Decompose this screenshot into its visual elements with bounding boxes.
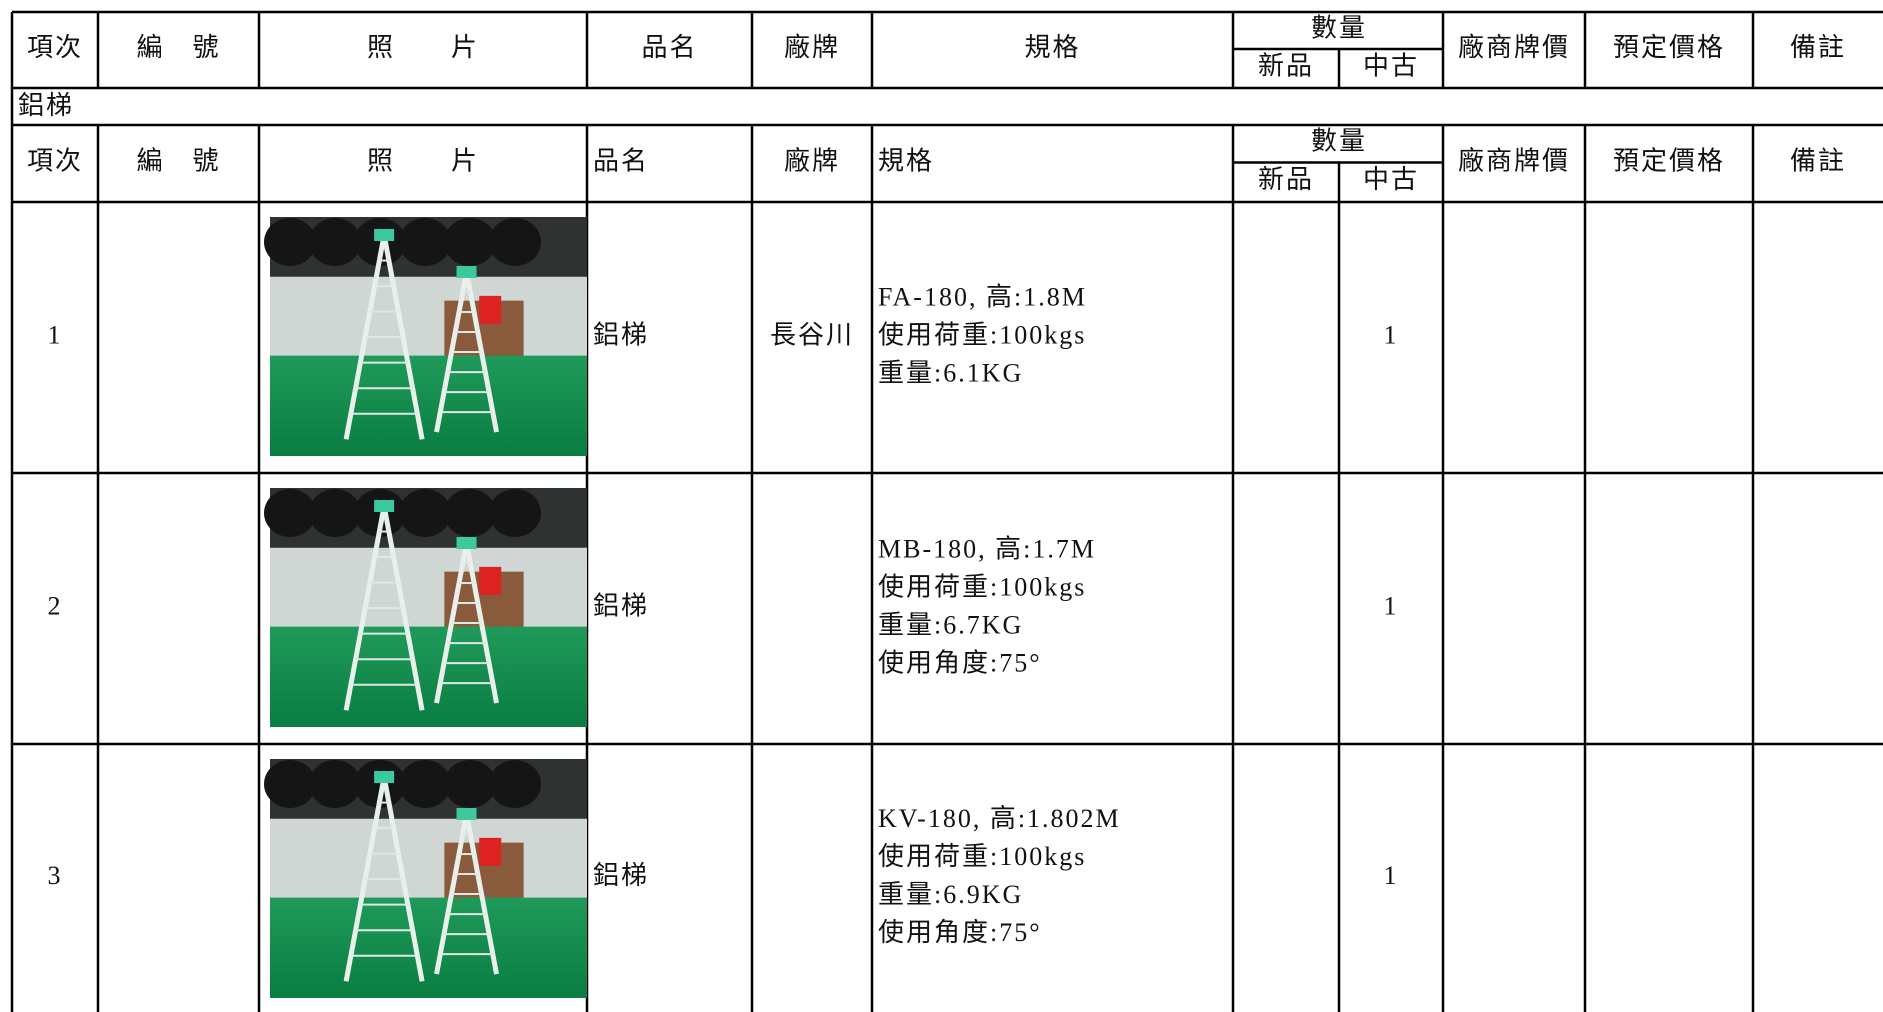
- spec-line: 使用荷重:100kgs: [878, 572, 1086, 601]
- bag: [309, 489, 361, 537]
- ladder-top: [456, 266, 477, 278]
- header-cell: 廠商牌價: [1458, 146, 1570, 175]
- bag: [309, 760, 361, 808]
- floor: [270, 897, 587, 998]
- header-cell: 數量: [1311, 13, 1367, 42]
- header-cell: 編 號: [136, 33, 220, 62]
- qty-used: 1: [1384, 320, 1399, 349]
- header-cell: 編 號: [136, 146, 220, 175]
- spec-line: 重量:6.9KG: [878, 880, 1023, 909]
- header-cell: 品名: [593, 146, 649, 175]
- item-name: 鋁梯: [593, 591, 649, 620]
- bag: [264, 489, 316, 537]
- ladder-top: [456, 808, 477, 820]
- red-sign: [479, 566, 502, 595]
- section-title: 鋁梯: [18, 91, 74, 120]
- spec-line: 重量:6.7KG: [878, 610, 1023, 639]
- item-number: 3: [48, 861, 63, 890]
- ladder-top: [456, 537, 477, 549]
- bag: [264, 760, 316, 808]
- bag: [264, 218, 316, 266]
- header-cell: 品名: [641, 33, 697, 62]
- header-cell: 數量: [1311, 127, 1367, 156]
- header-cell: 新品: [1258, 51, 1314, 80]
- header-cell: 廠牌: [784, 146, 840, 175]
- spec-line: 使用荷重:100kgs: [878, 842, 1086, 871]
- header-cell: 廠商牌價: [1458, 33, 1570, 62]
- header-cell: 照 片: [367, 33, 479, 62]
- photo-wall: [270, 547, 587, 632]
- qty-used: 1: [1384, 861, 1399, 890]
- item-name: 鋁梯: [593, 320, 649, 349]
- brand: 長谷川: [770, 320, 854, 349]
- floor: [270, 355, 587, 456]
- bag: [489, 760, 541, 808]
- bag: [444, 218, 496, 266]
- item-name: 鋁梯: [593, 861, 649, 890]
- bag: [399, 760, 451, 808]
- header-cell: 規格: [1024, 33, 1080, 62]
- photo-wall: [270, 276, 587, 361]
- header-cell: 備註: [1790, 146, 1846, 175]
- ladder-top: [374, 500, 395, 512]
- bag: [309, 218, 361, 266]
- spec-line: FA-180, 高:1.8M: [878, 282, 1087, 311]
- header-cell: 新品: [1258, 165, 1314, 194]
- header-cell: 中古: [1363, 51, 1419, 80]
- bag: [444, 760, 496, 808]
- photo-wall: [270, 818, 587, 903]
- item-number: 1: [48, 320, 63, 349]
- photo: [264, 217, 587, 456]
- spec-line: 使用角度:75°: [878, 918, 1042, 947]
- header-cell: 備註: [1790, 33, 1846, 62]
- header-cell: 項次: [27, 146, 83, 175]
- spec-line: 使用角度:75°: [878, 648, 1042, 677]
- header-cell: 預定價格: [1613, 33, 1725, 62]
- header-cell: 照 片: [367, 146, 479, 175]
- bag: [489, 218, 541, 266]
- bag: [399, 218, 451, 266]
- red-sign: [479, 837, 502, 866]
- spec-line: 使用荷重:100kgs: [878, 320, 1086, 349]
- bag: [444, 489, 496, 537]
- photo: [264, 488, 587, 727]
- header-cell: 預定價格: [1613, 146, 1725, 175]
- header-cell: 中古: [1363, 165, 1419, 194]
- ladder-top: [374, 229, 395, 241]
- header-cell: 規格: [878, 146, 934, 175]
- floor: [270, 626, 587, 727]
- header-cell: 廠牌: [784, 33, 840, 62]
- photo: [264, 759, 587, 998]
- header-cell: 項次: [27, 33, 83, 62]
- spec-line: MB-180, 高:1.7M: [878, 534, 1096, 563]
- spec-line: 重量:6.1KG: [878, 358, 1023, 387]
- bag: [399, 489, 451, 537]
- item-number: 2: [48, 591, 63, 620]
- qty-used: 1: [1384, 591, 1399, 620]
- bag: [489, 489, 541, 537]
- ladder-top: [374, 771, 395, 783]
- red-sign: [479, 295, 502, 324]
- spec-line: KV-180, 高:1.802M: [878, 804, 1121, 833]
